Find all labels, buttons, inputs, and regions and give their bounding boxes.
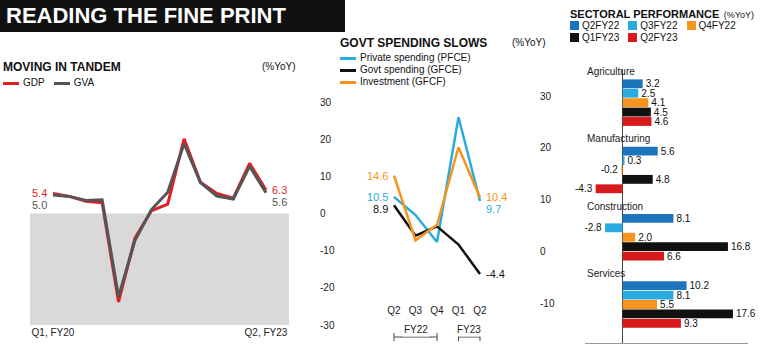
svg-text:10: 10 (320, 171, 332, 182)
svg-text:10.4: 10.4 (486, 191, 507, 203)
svg-text:2.0: 2.0 (638, 232, 652, 243)
svg-text:2.5: 2.5 (641, 88, 655, 99)
svg-text:Q3: Q3 (409, 305, 423, 316)
html-text:Investment (GFCF): Investment (GFCF) (360, 76, 446, 87)
svg-text:6.6: 6.6 (667, 251, 681, 262)
svg-text:FY23: FY23 (457, 324, 481, 335)
svg-text:3.2: 3.2 (646, 78, 660, 89)
svg-text:Q2: Q2 (473, 305, 487, 316)
html-text:GVA: GVA (73, 77, 95, 88)
html-text:GDP: GDP (23, 77, 45, 88)
svg-text:-4.3: -4.3 (575, 183, 593, 194)
svg-text:FY22: FY22 (404, 324, 428, 335)
html-text:SECTORAL PERFORMANCE (%YoY): SECTORAL PERFORMANCE (%YoY) (570, 8, 754, 20)
html-text:(%YoY): (%YoY) (262, 61, 296, 72)
svg-text:4.8: 4.8 (656, 174, 670, 185)
svg-text:30: 30 (540, 91, 552, 102)
svg-text:Agriculture: Agriculture (587, 66, 635, 77)
html-text:GOVT SPENDING SLOWS: GOVT SPENDING SLOWS (340, 36, 488, 50)
html-text:Q1FY23: Q1FY23 (582, 32, 620, 43)
html-text:Q2FY22: Q2FY22 (582, 20, 620, 31)
svg-text:-2.8: -2.8 (584, 222, 602, 233)
svg-text:9.3: 9.3 (684, 318, 698, 329)
html-text:Govt spending (GFCE): Govt spending (GFCE) (360, 64, 462, 75)
svg-text:Manufacturing: Manufacturing (587, 133, 650, 144)
svg-text:-0.2: -0.2 (601, 164, 619, 175)
svg-text:10.2: 10.2 (690, 280, 710, 291)
svg-text:5.4: 5.4 (32, 187, 47, 199)
svg-text:5.0: 5.0 (32, 199, 47, 211)
svg-text:4.6: 4.6 (654, 116, 668, 127)
svg-text:4.5: 4.5 (654, 107, 668, 118)
svg-text:Q1, FY20: Q1, FY20 (32, 327, 75, 338)
svg-text:8.1: 8.1 (676, 290, 690, 301)
svg-text:Q2: Q2 (387, 305, 401, 316)
svg-text:6.3: 6.3 (272, 184, 287, 196)
svg-text:16.8: 16.8 (731, 241, 751, 252)
svg-text:Services: Services (587, 268, 625, 279)
svg-text:8.9: 8.9 (373, 203, 388, 215)
svg-text:-10: -10 (540, 298, 555, 309)
svg-text:Q4: Q4 (430, 305, 444, 316)
svg-text:8.1: 8.1 (676, 213, 690, 224)
svg-text:5.6: 5.6 (661, 146, 675, 157)
html-text:Q3FY22: Q3FY22 (640, 20, 678, 31)
html-text:(%YoY): (%YoY) (512, 37, 546, 48)
svg-text:10: 10 (540, 194, 552, 205)
svg-text:20: 20 (540, 142, 552, 153)
html-text:Q4FY22: Q4FY22 (698, 20, 736, 31)
svg-text:4.1: 4.1 (651, 97, 665, 108)
svg-text:0.3: 0.3 (628, 155, 642, 166)
html-text:MOVING IN TANDEM: MOVING IN TANDEM (3, 60, 121, 74)
svg-text:14.6: 14.6 (367, 170, 388, 182)
svg-text:-10: -10 (320, 245, 335, 256)
html-text:Private spending (PFCE): Private spending (PFCE) (360, 52, 471, 63)
svg-text:9.7: 9.7 (486, 203, 501, 215)
svg-text:5.6: 5.6 (272, 196, 287, 208)
svg-text:-20: -20 (320, 282, 335, 293)
svg-text:0: 0 (540, 246, 546, 257)
html-text:READING THE FINE PRINT: READING THE FINE PRINT (6, 3, 286, 28)
svg-text:10.5: 10.5 (367, 191, 388, 203)
svg-text:-4.4: -4.4 (486, 268, 505, 280)
svg-text:5.5: 5.5 (660, 299, 674, 310)
svg-text:Q2, FY23: Q2, FY23 (245, 327, 288, 338)
svg-text:17.6: 17.6 (736, 308, 756, 319)
svg-text:Q1: Q1 (452, 305, 466, 316)
svg-text:20: 20 (320, 134, 332, 145)
svg-text:Construction: Construction (587, 201, 643, 212)
html-text:Q2FY23: Q2FY23 (640, 32, 678, 43)
svg-text:-30: -30 (320, 320, 335, 331)
svg-text:30: 30 (320, 97, 332, 108)
svg-text:0: 0 (320, 208, 326, 219)
